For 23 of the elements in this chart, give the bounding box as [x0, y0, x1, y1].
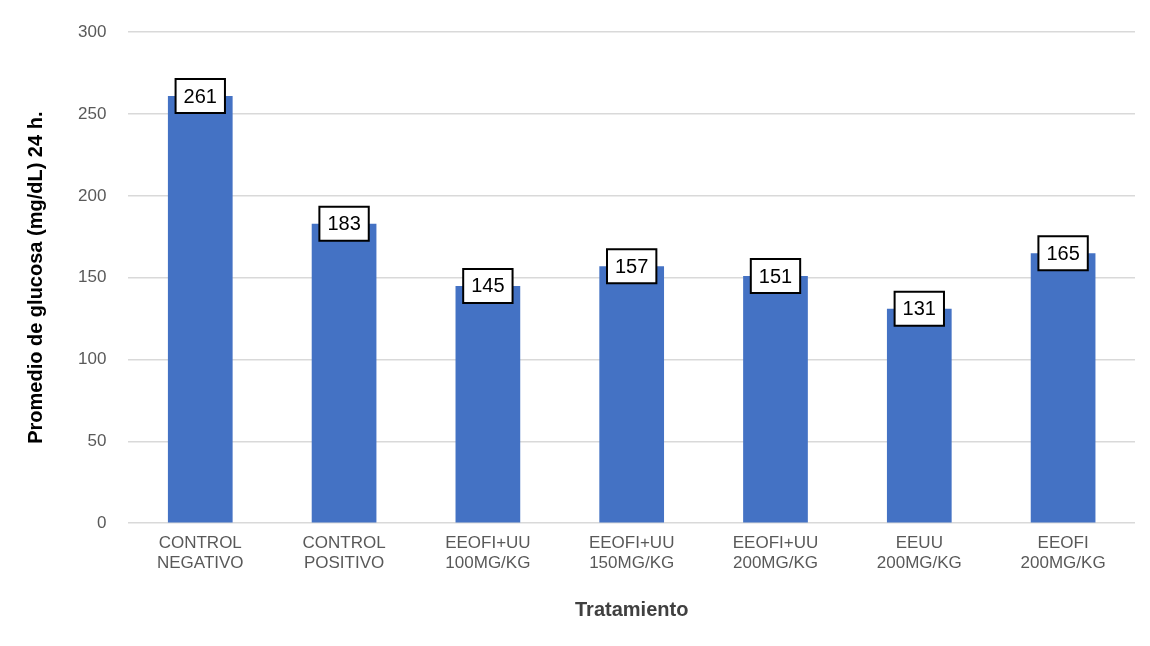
- data-label: 261: [183, 84, 217, 107]
- y-tick-label: 200: [77, 185, 107, 205]
- x-tick-label: EEOFI+UU 200MG/KG: [732, 533, 819, 573]
- data-label: 157: [614, 254, 649, 277]
- y-axis-title: Promedio de glucosa (mg/dL) 24 h.: [23, 111, 46, 444]
- y-tick-label: 300: [77, 21, 107, 41]
- y-tick-label: 0: [96, 512, 107, 532]
- data-label: 183: [327, 212, 361, 235]
- x-tick-label: CONTROL POSITIVO: [302, 533, 386, 573]
- data-label: 145: [471, 274, 505, 297]
- x-tick-label: EEOFI 200MG/KG: [1020, 533, 1106, 573]
- x-axis-title: Tratamiento: [575, 597, 689, 620]
- x-tick-label: CONTROL NEGATIVO: [156, 533, 244, 573]
- data-label: 165: [1046, 241, 1080, 264]
- y-tick-label: 150: [77, 267, 107, 287]
- data-label: 131: [902, 297, 936, 320]
- x-tick-label: EEOFI+UU 100MG/KG: [445, 533, 531, 573]
- y-tick-label: 100: [77, 349, 107, 369]
- y-tick-label: 50: [87, 431, 107, 451]
- data-label: 151: [758, 264, 793, 287]
- x-tick-label: EEOFI+UU 150MG/KG: [588, 533, 675, 573]
- y-tick-label: 250: [77, 103, 107, 123]
- x-tick-label: EEUU 200MG/KG: [876, 533, 962, 573]
